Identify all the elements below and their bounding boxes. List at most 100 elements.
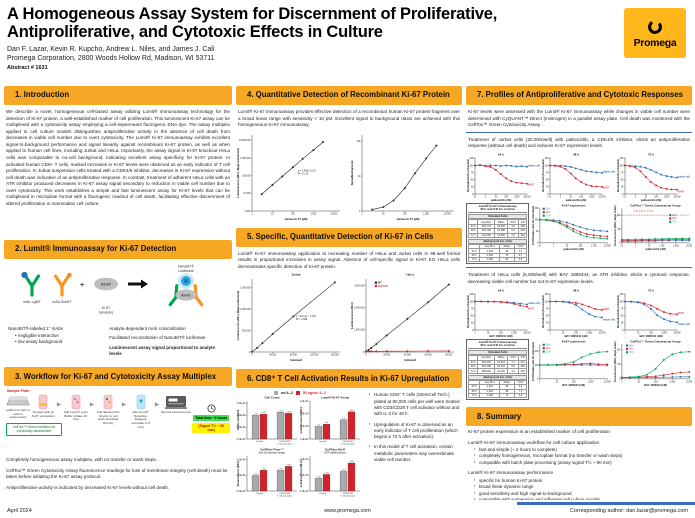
- svg-text:Normalized (% untreated): Normalized (% untreated): [616, 159, 620, 192]
- svg-text:Cells/well: Cells/well: [290, 358, 303, 362]
- svg-text:1.30: 1.30: [324, 473, 329, 475]
- arrow-icon: [57, 402, 62, 407]
- svg-text:125: 125: [469, 158, 474, 160]
- background-table: Avg RLU StDev %CV 24 h 1,364 98 7.2 48 h 1,336 76…: [467, 243, 528, 263]
- workflow-note-2: CellTox™ Green Cytotoxicity Assay fluore…: [6, 467, 228, 480]
- svg-text:viable cells: viable cells: [528, 164, 540, 167]
- svg-text:R² = 0.998: R² = 0.998: [296, 318, 308, 321]
- svg-text:Normalized (% untreated): Normalized (% untreated): [466, 295, 470, 328]
- svg-text:4.0E+04: 4.0E+04: [237, 460, 246, 462]
- svg-text:0: 0: [547, 329, 549, 331]
- svg-text:1.0E+04: 1.0E+04: [300, 439, 309, 441]
- svg-text:500,000: 500,000: [242, 331, 251, 333]
- svg-text:50: 50: [471, 315, 474, 317]
- svg-text:24 h: 24 h: [672, 214, 677, 217]
- svg-text:1.33: 1.33: [278, 469, 283, 471]
- list-item: In this model of T cell activation, cert…: [369, 444, 460, 463]
- authors: Dan F. Lazar, Kevin R. Kupcho, Andrew L.…: [7, 45, 215, 53]
- footer: April 2024 www.promega.com Corresponding…: [0, 501, 695, 518]
- signal-halflife-badge: (Signal T½ ~ 90 min): [192, 423, 230, 434]
- list-item: compatible with suspension and adherent …: [474, 497, 690, 500]
- svg-text:100: 100: [572, 381, 577, 383]
- arrow-icon: [154, 402, 160, 407]
- svg-text:10: 10: [382, 213, 385, 215]
- section-introduction: 1. Introduction We describe a novel, hom…: [4, 86, 232, 233]
- svg-text:2.0E+04: 2.0E+04: [237, 476, 246, 478]
- svg-text:100: 100: [469, 165, 474, 167]
- svg-text:10: 10: [566, 245, 569, 247]
- svg-text:Human Ki-67 (pM): Human Ki-67 (pM): [397, 217, 420, 221]
- svg-text:1.0E+05: 1.0E+05: [300, 427, 309, 429]
- svg-text:24 h: 24 h: [498, 288, 504, 292]
- svg-text:1.0E+06: 1.0E+06: [237, 415, 246, 417]
- svg-text:48 h: 48 h: [573, 288, 579, 292]
- svg-text:125: 125: [619, 294, 624, 296]
- svg-text:72 h: 72 h: [546, 214, 551, 217]
- svg-text:10,000: 10,000: [330, 213, 338, 215]
- untreated-cells-title: Untreated Cells: [468, 350, 528, 356]
- svg-text:100: 100: [535, 364, 540, 366]
- svg-text:1,000: 1,000: [589, 196, 595, 198]
- svg-text:72 h: 72 h: [629, 351, 634, 354]
- svg-text:10,000,000: 10,000,000: [239, 140, 251, 142]
- svg-text:1,000: 1,000: [591, 245, 597, 247]
- svg-text:10: 10: [637, 381, 640, 383]
- svg-text:CD3/CD28: CD3/CD28: [342, 493, 353, 495]
- arrow-icon: [128, 279, 148, 289]
- luminometer-icon: [165, 396, 188, 410]
- svg-text:80,000: 80,000: [290, 355, 298, 357]
- svg-text:0: 0: [619, 378, 621, 380]
- chart-palbociclib-72h: 0.1 1 10 100 1,000 10,000 0 25 50 75 100 125 palboci…: [616, 152, 690, 202]
- svg-text:60,000: 60,000: [425, 355, 433, 357]
- svg-text:viable cells: viable cells: [528, 302, 540, 305]
- svg-text:1,000: 1,000: [669, 381, 675, 383]
- svg-text:100: 100: [469, 301, 474, 303]
- svg-text:100: 100: [654, 196, 659, 198]
- svg-text:T cell activation: T cell activation: [277, 495, 293, 498]
- cell-detection-text: Lumit® Ki-67 immunoassay application to …: [238, 250, 460, 269]
- svg-text:100: 100: [403, 213, 408, 215]
- svg-text:WT: WT: [378, 282, 382, 285]
- svg-text:0.1: 0.1: [473, 196, 477, 198]
- il2-swatch: [295, 391, 300, 396]
- palbociclib-summary-row: Lumit® Ki-67 immunoassay RLU and S:B for …: [466, 202, 692, 265]
- hela-bay-text: Treatment of HeLa cells (5,000/well) wit…: [468, 272, 690, 285]
- svg-text:1: 1: [624, 332, 626, 334]
- svg-text:R² = 1.00: R² = 1.00: [298, 172, 309, 175]
- svg-text:10: 10: [358, 176, 361, 178]
- svg-text:Luminescence (RLU, Bkgd subtra: Luminescence (RLU, Bkgd subtracted): [236, 291, 240, 341]
- svg-text:10: 10: [271, 213, 274, 215]
- header: A Homogeneous Assay System for Discernme…: [0, 0, 695, 84]
- svg-text:HeLa: HeLa: [406, 273, 414, 277]
- svg-text:BAY 1895344 (nM): BAY 1895344 (nM): [563, 382, 586, 386]
- section-6-header: 6. CD8⁺ T Cell Activation Results in Ki-…: [236, 369, 462, 389]
- svg-text:125: 125: [544, 294, 549, 296]
- svg-text:0.1: 0.1: [620, 245, 624, 247]
- background-title: Background (no cells): [468, 238, 528, 244]
- svg-text:100: 100: [579, 245, 584, 247]
- footer-corresponding-author: Corresponding author: dan.lazar@promega.…: [517, 502, 695, 518]
- svg-text:1,000: 1,000: [511, 332, 517, 334]
- reconstitution-note: Facilitated reconstitution of NanoBiT® l…: [109, 335, 206, 341]
- svg-text:0: 0: [537, 378, 539, 380]
- section-cell-detection: 5. Specific, Quantitative Detection of K…: [236, 227, 462, 362]
- svg-text:1.00: 1.00: [253, 474, 258, 476]
- svg-text:10: 10: [562, 332, 565, 334]
- promega-logo: Promega: [624, 8, 686, 58]
- bay-summary-row: Lumit® Ki-67 immunoassay RLU and S:B for …: [466, 338, 692, 401]
- svg-text:10,000: 10,000: [686, 381, 692, 383]
- svg-text:Normalized (% untreated): Normalized (% untreated): [616, 295, 620, 328]
- section-7-header: 7. Profiles of Antiproliferative and Cyt…: [466, 86, 692, 105]
- svg-text:75: 75: [546, 172, 549, 174]
- svg-text:0: 0: [363, 352, 365, 354]
- svg-text:50: 50: [617, 364, 620, 366]
- column-left: 1. Introduction We describe a novel, hom…: [4, 86, 232, 500]
- poster-title: A Homogeneous Assay System for Discernme…: [7, 5, 607, 42]
- svg-text:1,000: 1,000: [514, 196, 520, 198]
- palbociclib-dose-response-charts: 0.1 1 10 100 1,000 10,000 0 25 50 75 100 125 palboci…: [466, 152, 692, 202]
- workflow-note-1: Completely homogeneous assay multiplex, …: [6, 457, 157, 463]
- svg-text:0: 0: [472, 194, 474, 196]
- svg-text:75: 75: [471, 308, 474, 310]
